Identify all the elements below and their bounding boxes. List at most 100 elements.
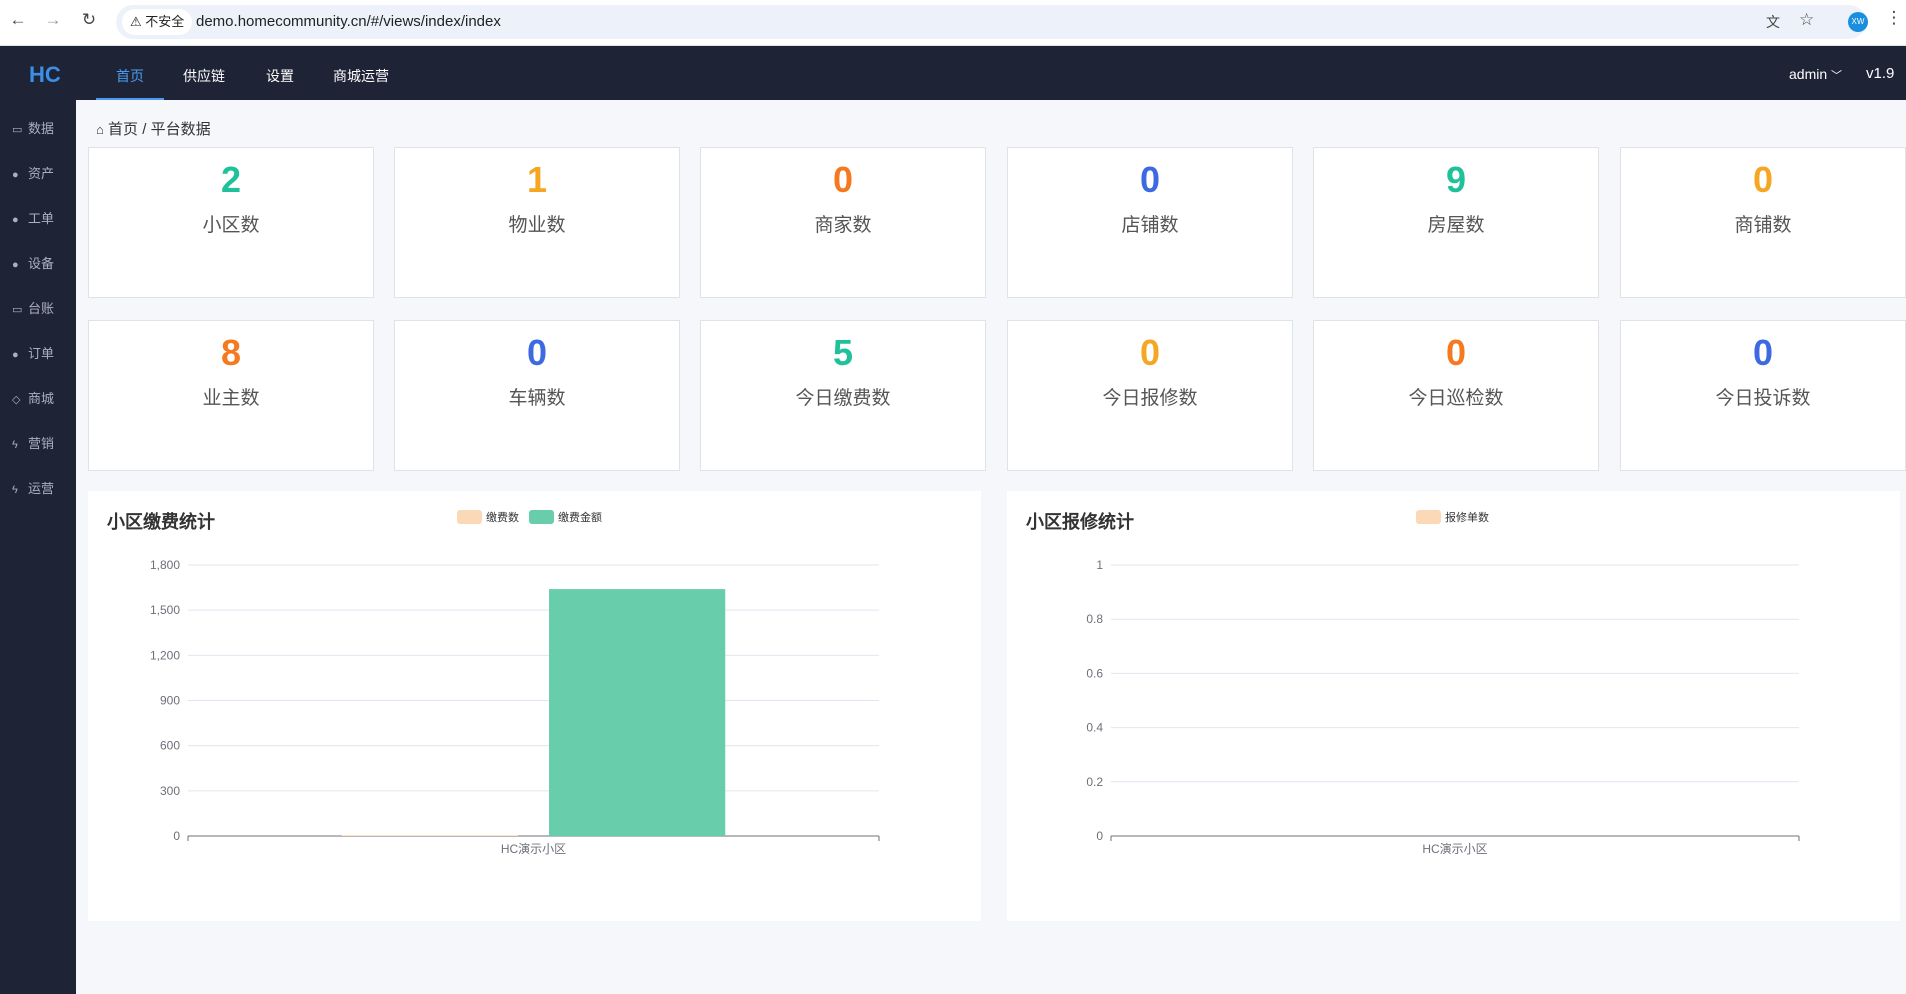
diamond-icon: ◇ — [12, 394, 21, 406]
user-name: admin — [1789, 66, 1828, 82]
breadcrumb-current: 平台数据 — [150, 121, 211, 138]
laptop-icon: ▭ — [12, 124, 23, 136]
legend-label[interactable]: 缴费数 — [486, 512, 519, 524]
chart-title: 小区缴费统计 — [107, 512, 215, 532]
x-tick-label: HC演示小区 — [501, 841, 566, 856]
stat-value: 0 — [1139, 159, 1161, 200]
version-label: v1.9 — [1866, 65, 1895, 82]
nav-home[interactable]: 首页 — [116, 68, 144, 84]
sidebar-item[interactable]: ϟ 运营 — [12, 478, 54, 497]
stat-value: 2 — [220, 159, 242, 200]
legend-swatch[interactable] — [529, 510, 554, 524]
chart-legend: 报修单数 — [1410, 509, 1489, 525]
sidebar-item[interactable]: ϟ 营销 — [12, 433, 54, 452]
breadcrumb: ⌂ 首页 / 平台数据 — [96, 121, 211, 138]
sidebar-item[interactable]: ◇ 商城 — [12, 388, 54, 407]
stat-label: 房屋数 — [1427, 215, 1485, 236]
stat-label: 今日巡检数 — [1408, 388, 1504, 409]
sidebar: ▭ 数据 ● 资产 ● 工单 ● 设备 ▭ 台账 ● 订单 ◇ 商城 ϟ 营销 ϟ 运营 — [0, 100, 76, 994]
stat-card: 0 今日报修数 — [1007, 320, 1293, 471]
url-text[interactable]: demo.homecommunity.cn/#/views/index/inde… — [196, 13, 501, 30]
chart-svg: 0 300 600 900 1,200 1,500 1,800 HC演示小区 — [150, 558, 880, 856]
back-icon[interactable]: ← — [9, 10, 27, 29]
sidebar-item-label: 工单 — [28, 211, 55, 226]
legend-swatch[interactable] — [457, 510, 482, 524]
bar[interactable] — [549, 589, 726, 836]
stat-value: 1 — [526, 159, 548, 200]
stat-card: 9 房屋数 — [1313, 147, 1599, 298]
stat-card: 1 物业数 — [394, 147, 680, 298]
security-badge[interactable]: ⚠ 不安全 — [122, 9, 193, 35]
nav-supply-chain[interactable]: 供应链 — [183, 68, 225, 84]
stat-card: 8 业主数 — [88, 320, 374, 471]
stat-card: 0 今日投诉数 — [1620, 320, 1906, 471]
sidebar-item[interactable]: ● 订单 — [12, 343, 54, 362]
globe-icon: ● — [12, 214, 19, 226]
stat-value: 5 — [832, 332, 854, 373]
stat-value: 0 — [1445, 332, 1467, 373]
top-nav: HC 首页 供应链 设置 商城运营 admin ﹀ v1.9 — [0, 46, 1906, 100]
chart-svg: 0 0.2 0.4 0.6 0.8 1 HC演示小区 — [1086, 558, 1800, 856]
sidebar-item[interactable]: ● 工单 — [12, 208, 54, 227]
stat-value: 0 — [526, 332, 548, 373]
active-tab-indicator — [96, 98, 164, 100]
sidebar-item[interactable]: ● 设备 — [12, 253, 54, 272]
chart-title: 小区报修统计 — [1026, 512, 1134, 532]
star-icon[interactable]: ☆ — [1799, 10, 1815, 29]
legend-label[interactable]: 报修单数 — [1445, 512, 1489, 524]
globe-icon: ● — [12, 169, 19, 181]
user-menu[interactable]: admin ﹀ — [1789, 66, 1842, 83]
stat-card: 2 小区数 — [88, 147, 374, 298]
bar[interactable] — [341, 835, 518, 836]
y-tick-label: 1,200 — [150, 648, 180, 662]
chevron-down-icon: ﹀ — [1831, 70, 1843, 82]
forward-icon[interactable]: → — [44, 10, 62, 29]
home-icon: ⌂ — [96, 122, 104, 137]
legend-label[interactable]: 缴费金额 — [558, 512, 602, 524]
sidebar-item-label: 资产 — [28, 166, 55, 181]
stat-value: 0 — [1139, 332, 1161, 373]
breadcrumb-home[interactable]: 首页 — [108, 121, 139, 138]
stat-value: 0 — [1752, 332, 1774, 373]
stat-label: 商家数 — [814, 215, 872, 236]
stat-value: 8 — [220, 332, 242, 373]
stat-label: 车辆数 — [508, 388, 566, 409]
stat-label: 今日缴费数 — [795, 388, 891, 409]
repair-chart: 小区报修统计 报修单数 0 0.2 0.4 0.6 0.8 1 HC演示小区 — [1007, 491, 1900, 921]
reload-icon[interactable]: ↻ — [81, 10, 97, 29]
browser-toolbar: ← → ↻ ⚠ 不安全 demo.homecommunity.cn/#/view… — [0, 0, 1906, 46]
translate-icon[interactable]: ⽂ — [1766, 14, 1780, 30]
laptop-icon: ▭ — [12, 304, 23, 316]
payment-chart: 小区缴费统计 缴费数 缴费金额 0 300 600 900 1,200 1,500 1,80… — [88, 491, 981, 921]
y-tick-label: 300 — [160, 784, 180, 798]
stat-label: 今日报修数 — [1102, 388, 1198, 409]
x-tick-label: HC演示小区 — [1422, 841, 1487, 856]
stat-label: 今日投诉数 — [1715, 388, 1811, 409]
stat-value: 0 — [832, 159, 854, 200]
stat-card: 0 商家数 — [700, 147, 986, 298]
stat-card: 5 今日缴费数 — [700, 320, 986, 471]
profile-avatar[interactable]: XW — [1848, 12, 1868, 32]
sidebar-item[interactable]: ● 资产 — [12, 163, 54, 182]
stat-label: 店铺数 — [1121, 215, 1179, 236]
sidebar-item-label: 设备 — [28, 256, 55, 271]
y-tick-label: 0 — [173, 829, 180, 843]
stat-card: 0 车辆数 — [394, 320, 680, 471]
nav-mall-ops[interactable]: 商城运营 — [333, 68, 389, 84]
y-tick-label: 0.4 — [1086, 721, 1103, 735]
sidebar-item[interactable]: ▭ 数据 — [12, 118, 54, 137]
stat-label: 业主数 — [202, 388, 260, 409]
sidebar-item-label: 台账 — [28, 301, 55, 316]
sidebar-item[interactable]: ▭ 台账 — [12, 298, 54, 317]
address-bar[interactable]: ⚠ 不安全 demo.homecommunity.cn/#/views/inde… — [116, 5, 1866, 39]
y-tick-label: 900 — [160, 694, 180, 708]
sidebar-item-label: 营销 — [28, 436, 55, 451]
legend-swatch[interactable] — [1416, 510, 1441, 524]
menu-icon[interactable]: ⋮ — [1885, 8, 1903, 27]
logo: HC — [29, 62, 61, 87]
globe-icon: ● — [12, 349, 19, 361]
security-label: 不安全 — [145, 14, 185, 29]
sidebar-item-label: 订单 — [28, 346, 55, 361]
nav-settings[interactable]: 设置 — [266, 68, 294, 84]
sidebar-item-label: 数据 — [28, 121, 55, 136]
